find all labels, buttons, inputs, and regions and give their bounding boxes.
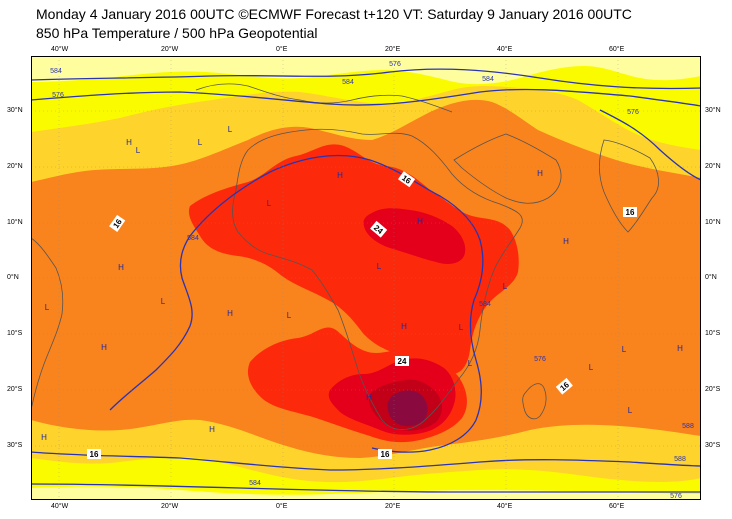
pressure-centre-marker: H	[537, 169, 543, 178]
lat-tick-30s-right: 30°S	[705, 442, 721, 449]
lat-tick-20n: 20°N	[7, 163, 23, 170]
isotherm-label: 16	[381, 450, 390, 459]
isotherm-label: 24	[398, 357, 407, 366]
pressure-centre-marker: H	[563, 237, 569, 246]
temperature-band-24-north	[363, 208, 466, 264]
geopotential-line-584-north	[31, 88, 701, 107]
geopotential-label: 576	[534, 356, 546, 363]
lat-tick-10n: 10°N	[7, 219, 23, 226]
lon-tick-0e-bottom: 0°E	[276, 503, 288, 510]
geopotential-line-576-south	[31, 483, 701, 493]
lat-tick-30n: 30°N	[7, 107, 23, 114]
africa-coastline	[232, 128, 523, 430]
lon-tick-40e-bottom: 40°E	[497, 503, 513, 510]
geopotential-label: 576	[52, 92, 64, 99]
pressure-centre-marker: L	[459, 323, 464, 332]
pressure-centre-marker: L	[468, 359, 473, 368]
lon-tick-20w-bottom: 20°W	[161, 503, 179, 510]
pressure-centre-marker: L	[136, 146, 141, 155]
lat-tick-10n-right: 10°N	[705, 219, 721, 226]
madagascar-coastline	[522, 383, 547, 420]
lat-tick-20n-right: 20°N	[705, 163, 721, 170]
geopotential-label: 584	[479, 301, 491, 308]
geopotential-label: 584	[187, 235, 199, 242]
lat-tick-10s-right: 10°S	[705, 330, 721, 337]
pressure-centre-marker: H	[41, 433, 47, 442]
lat-tick-20s: 20°S	[7, 386, 23, 393]
geopotential-label: 576	[670, 493, 682, 500]
forecast-subtitle: 850 hPa Temperature / 500 hPa Geopotenti…	[36, 25, 318, 41]
pressure-centre-marker: L	[622, 345, 627, 354]
pressure-centre-marker: H	[337, 171, 343, 180]
lon-tick-40e: 40°E	[497, 46, 513, 53]
lat-tick-30n-right: 30°N	[705, 107, 721, 114]
pressure-centre-marker: H	[677, 344, 683, 353]
pressure-centre-marker: L	[589, 363, 594, 372]
pressure-centre-marker: H	[401, 322, 407, 331]
south-america-coastline	[31, 237, 64, 411]
lon-tick-0e: 0°E	[276, 46, 288, 53]
lon-tick-60e: 60°E	[609, 46, 625, 53]
pressure-centre-marker: L	[161, 297, 166, 306]
lon-tick-20w: 20°W	[161, 46, 179, 53]
pressure-centre-marker: H	[209, 425, 215, 434]
lon-tick-20e: 20°E	[385, 46, 401, 53]
lat-tick-0n: 0°N	[7, 274, 19, 281]
pressure-centre-marker: H	[227, 309, 233, 318]
pressure-centre-marker: H	[101, 343, 107, 352]
geopotential-label: 584	[249, 480, 261, 487]
lon-tick-60e-bottom: 60°E	[609, 503, 625, 510]
geopotential-line-576-north	[31, 68, 701, 90]
temperature-band-32	[387, 390, 428, 427]
geopotential-line-east	[599, 109, 701, 181]
india-coastline	[599, 139, 659, 233]
geopotential-label: 584	[50, 68, 62, 75]
map-frame	[31, 56, 701, 500]
lon-tick-40w: 40°W	[51, 46, 69, 53]
geopotential-label: 584	[482, 76, 494, 83]
pressure-centre-marker: L	[503, 282, 508, 291]
geopotential-label: 576	[389, 61, 401, 68]
pressure-centre-marker: H	[366, 393, 372, 402]
lat-tick-0n-right: 0°N	[705, 274, 717, 281]
forecast-title: Monday 4 January 2016 00UTC ©ECMWF Forec…	[36, 6, 632, 22]
pressure-centre-marker: H	[118, 263, 124, 272]
geopotential-line-584-south	[31, 451, 701, 471]
pressure-centre-marker: L	[628, 406, 633, 415]
temperature-band-lt8-south	[31, 486, 701, 500]
pressure-centre-marker: L	[45, 303, 50, 312]
pressure-centre-marker: L	[267, 199, 272, 208]
pressure-centre-marker: L	[198, 138, 203, 147]
forecast-map: 16 16 16 16 16 24 24 16 584 576 584 576 …	[31, 56, 701, 500]
europe-coastline	[195, 83, 453, 113]
lat-tick-30s: 30°S	[7, 442, 23, 449]
pressure-centre-marker: L	[287, 311, 292, 320]
geopotential-label: 588	[682, 423, 694, 430]
lat-tick-20s-right: 20°S	[705, 386, 721, 393]
lon-tick-20e-bottom: 20°E	[385, 503, 401, 510]
geopotential-line-588-loop	[189, 154, 484, 453]
geopotential-line-588-west	[109, 235, 193, 411]
isotherm-label: 16	[90, 450, 99, 459]
geopotential-label: 576	[627, 109, 639, 116]
geopotential-label: 584	[342, 79, 354, 86]
pressure-centre-marker: H	[126, 138, 132, 147]
pressure-centre-marker: H	[417, 217, 423, 226]
lat-tick-10s: 10°S	[7, 330, 23, 337]
arabia-coastline	[453, 133, 562, 204]
temperature-band-8-south	[31, 456, 701, 500]
temperature-band-lt8-north	[31, 56, 701, 85]
pressure-centre-marker: L	[228, 125, 233, 134]
temperature-band-8-north	[31, 56, 701, 150]
pressure-centre-marker: L	[377, 262, 382, 271]
isotherm-label: 16	[626, 208, 635, 217]
geopotential-label: 588	[674, 456, 686, 463]
temperature-band-20-north	[188, 144, 519, 375]
lon-tick-40w-bottom: 40°W	[51, 503, 69, 510]
